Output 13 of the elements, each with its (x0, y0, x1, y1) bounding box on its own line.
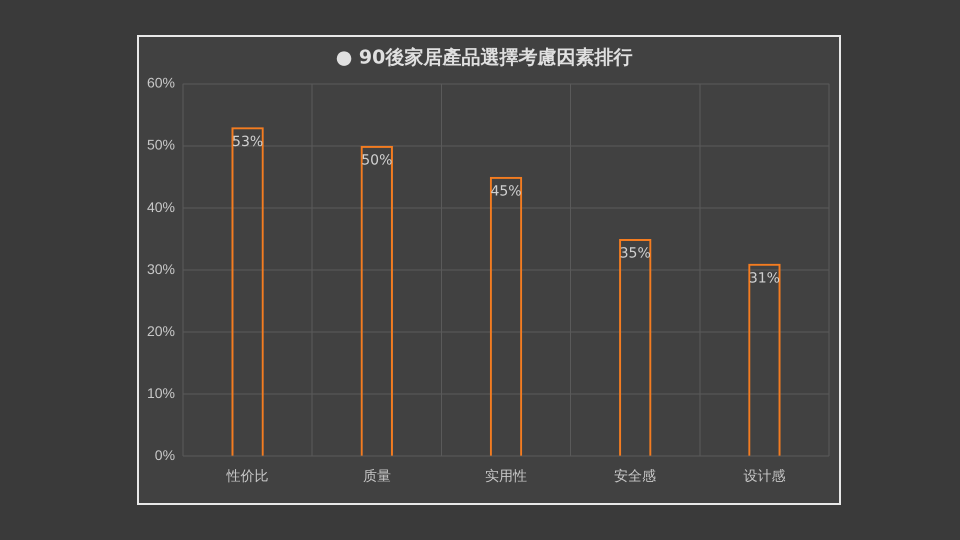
y-tick-label: 30% (146, 260, 176, 277)
y-tick-label: 40% (146, 198, 176, 215)
x-tick-label: 性价比 (226, 467, 269, 484)
x-tick-label: 设计感 (743, 467, 786, 484)
chart-title: ● 90後家居產品選擇考慮因素排行 (336, 46, 632, 68)
y-tick-label: 20% (146, 322, 176, 339)
y-tick-label: 10% (146, 384, 176, 401)
x-tick-label: 质量 (362, 467, 391, 484)
x-tick-label: 实用性 (485, 467, 528, 484)
y-tick-label: 60% (146, 74, 176, 91)
x-tick-label: 安全感 (614, 467, 656, 484)
y-tick-label: 50% (146, 136, 176, 153)
y-tick-label: 0% (154, 447, 176, 464)
